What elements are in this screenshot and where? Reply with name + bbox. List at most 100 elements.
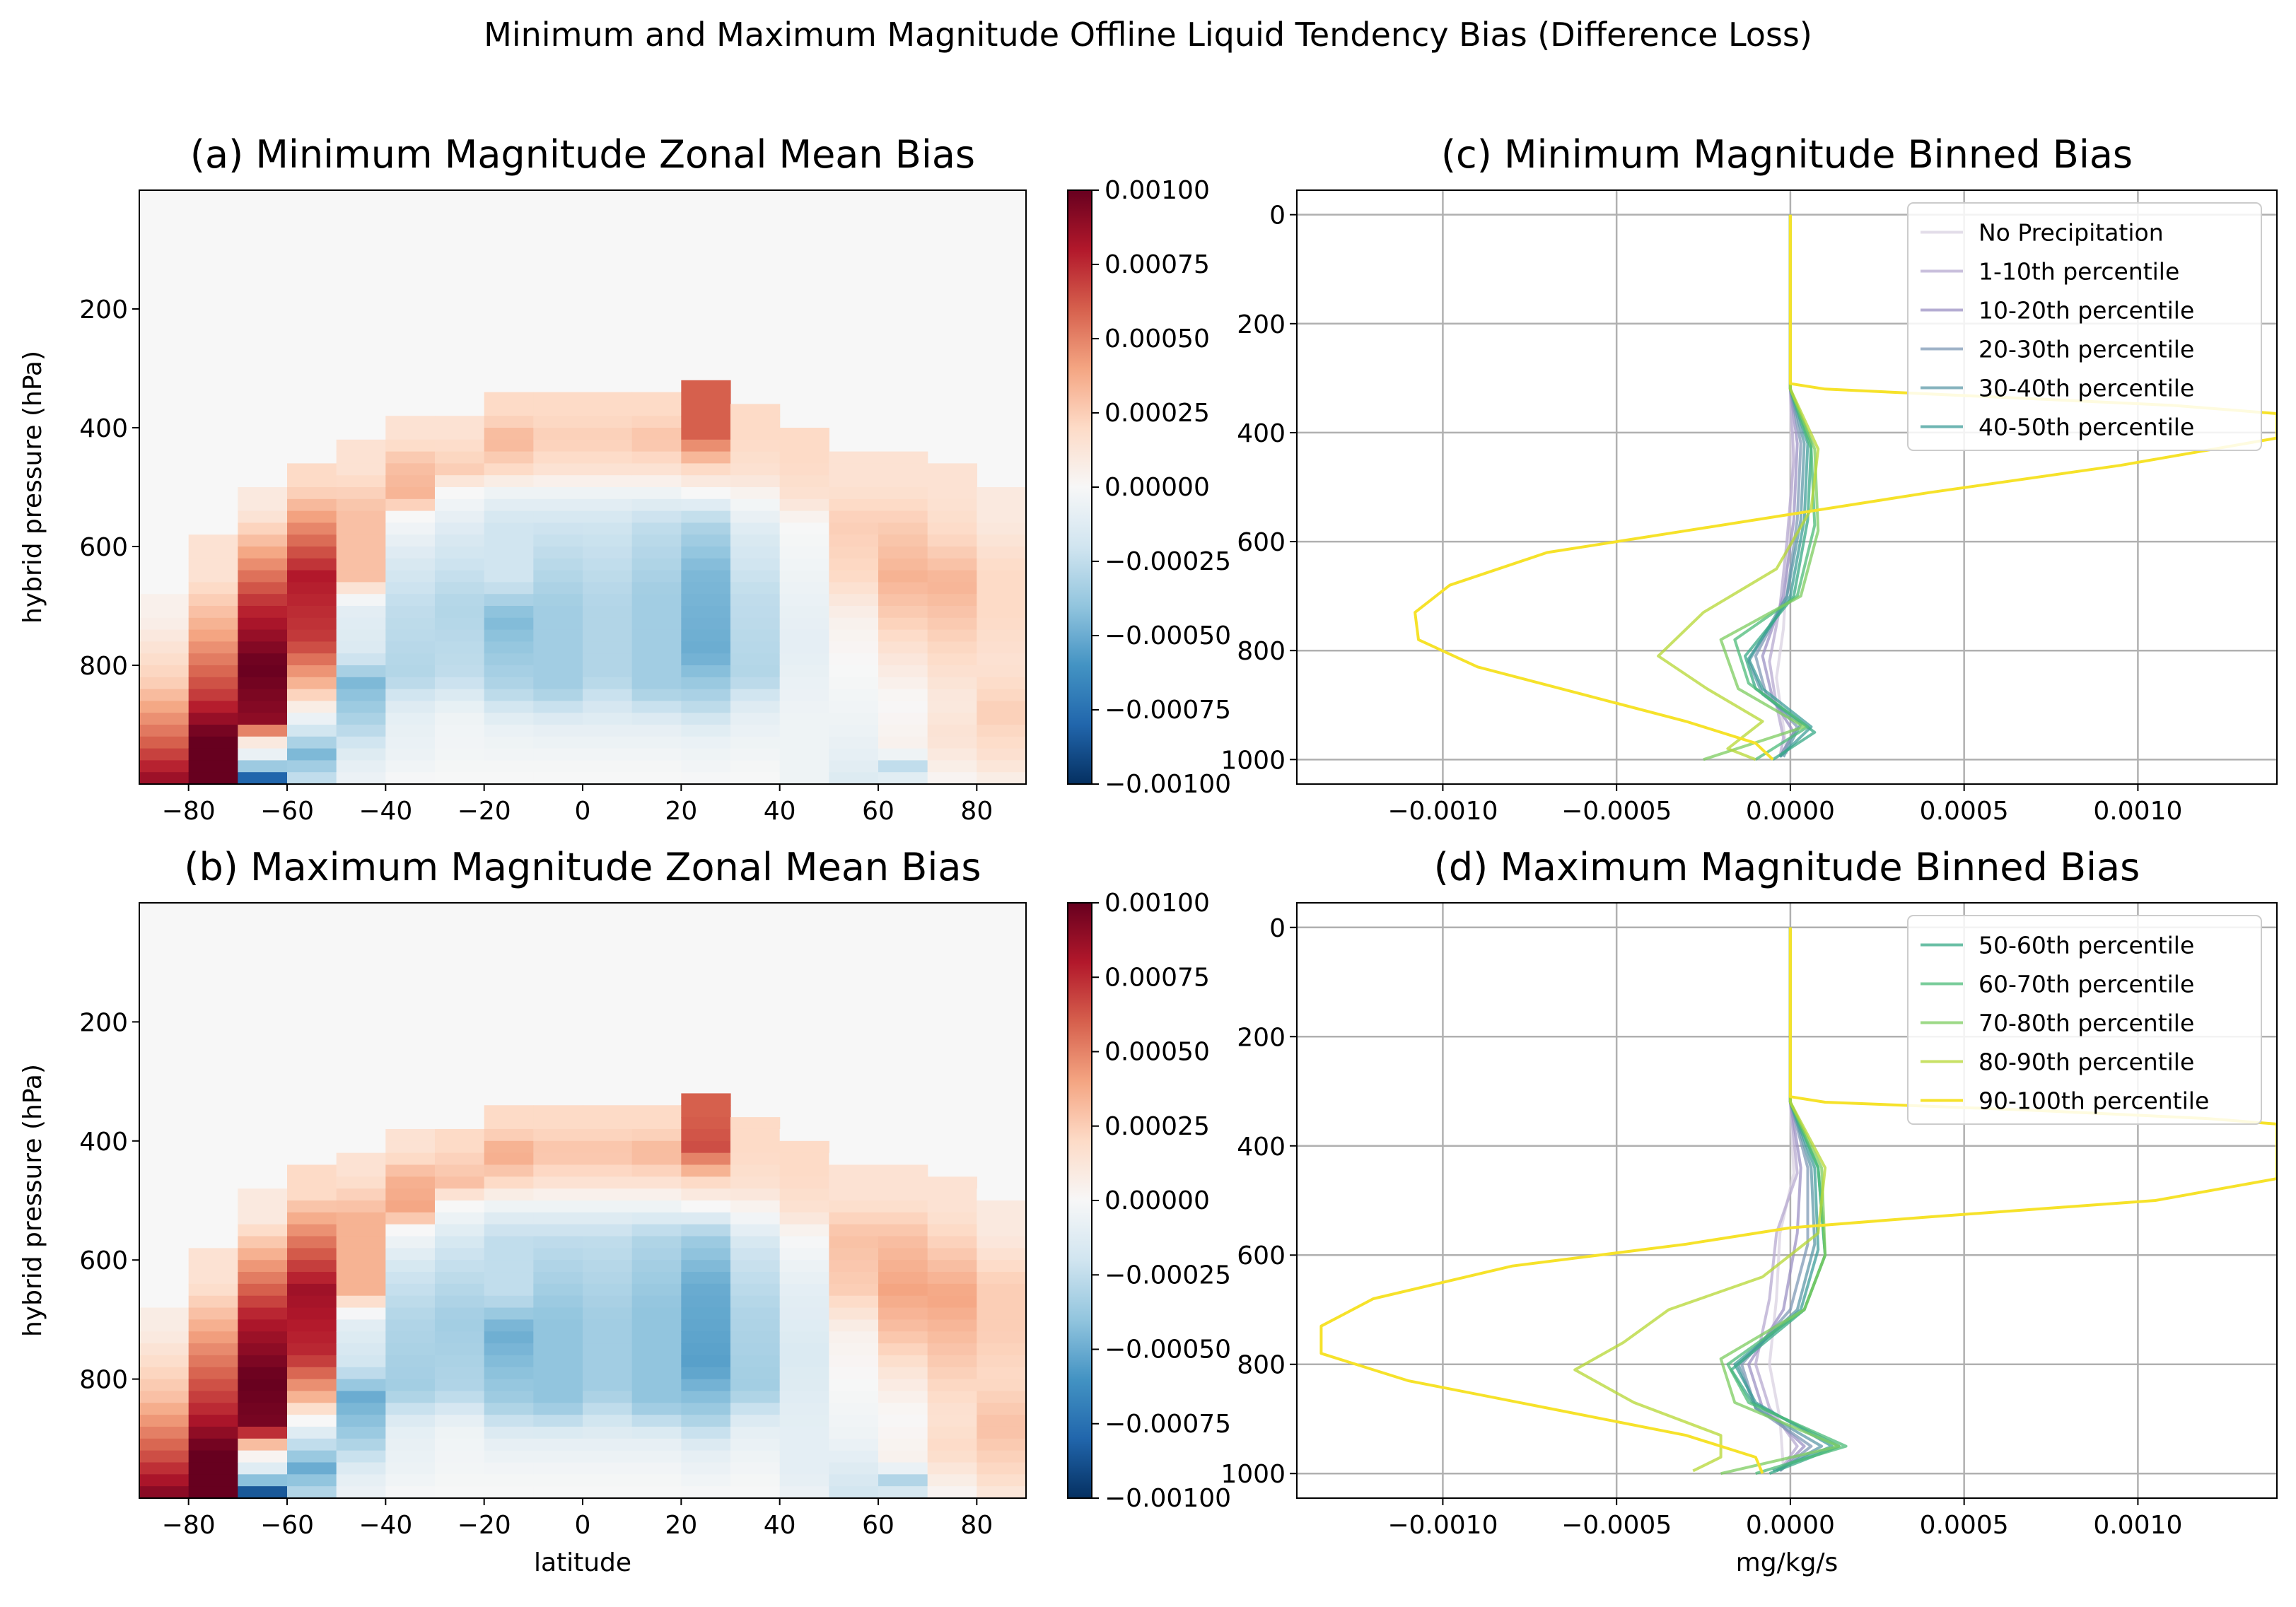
heatmap-cell: [238, 1426, 288, 1439]
heatmap-cell: [681, 1283, 731, 1297]
x-tick-label: 0.0010: [2093, 797, 2182, 826]
heatmap-cell: [829, 1403, 879, 1415]
heatmap-cell: [829, 1367, 879, 1380]
heatmap-cell: [139, 1367, 190, 1380]
heatmap-cell: [829, 725, 879, 737]
heatmap-cell: [583, 1128, 633, 1142]
heatmap-cell: [878, 1379, 928, 1392]
heatmap-cell: [681, 1117, 731, 1130]
heatmap-cell: [533, 1355, 583, 1368]
heatmap-cell: [238, 1295, 288, 1309]
heatmap-cell: [583, 1236, 633, 1249]
heatmap-cell: [385, 487, 436, 500]
heatmap-cell: [484, 725, 534, 737]
heatmap-cell: [977, 1272, 1026, 1285]
heatmap-cell: [583, 1272, 633, 1285]
heatmap-cell: [730, 1236, 781, 1249]
heatmap-cell: [779, 1367, 829, 1380]
heatmap-cell: [583, 392, 633, 404]
heatmap-cell: [977, 1474, 1026, 1487]
heatmap-cell: [533, 760, 583, 773]
heatmap-cell: [681, 748, 731, 761]
heatmap-cell: [927, 1188, 977, 1201]
heatmap-cell: [583, 1260, 633, 1273]
heatmap-cell: [681, 1403, 731, 1415]
heatmap-cell: [927, 1426, 977, 1439]
heatmap-column: [336, 1152, 386, 1498]
heatmap-cell: [484, 653, 534, 666]
heatmap-column: [139, 594, 190, 784]
heatmap-cell: [730, 1272, 781, 1285]
heatmap-cell: [287, 677, 337, 690]
heatmap-cell: [977, 725, 1026, 737]
heatmap-cell: [533, 1140, 583, 1154]
figure-suptitle: Minimum and Maximum Magnitude Offline Li…: [484, 16, 1812, 54]
heatmap-cell: [484, 1212, 534, 1225]
heatmap-cell: [238, 1224, 288, 1237]
heatmap-cell: [238, 617, 288, 631]
heatmap-cell: [336, 1343, 386, 1356]
heatmap-cell: [188, 606, 238, 619]
heatmap-cell: [779, 1295, 829, 1309]
heatmap-cell: [385, 1152, 436, 1166]
heatmap-cell: [533, 498, 583, 512]
heatmap-cell: [188, 1319, 238, 1332]
heatmap-cell: [484, 1307, 534, 1320]
legend-label: 80-90th percentile: [1979, 1048, 2194, 1076]
heatmap-cell: [730, 1152, 781, 1166]
heatmap-cell: [631, 428, 682, 440]
heatmap-cell: [977, 653, 1026, 666]
heatmap-cell: [927, 463, 977, 476]
heatmap-cell: [631, 1128, 682, 1142]
heatmap-cell: [730, 1319, 781, 1332]
heatmap-cell: [631, 713, 682, 725]
heatmap-cell: [583, 1450, 633, 1463]
heatmap-cell: [385, 1188, 436, 1201]
heatmap-cell: [188, 582, 238, 595]
heatmap-cell: [779, 653, 829, 666]
heatmap-cell: [484, 451, 534, 464]
heatmap-cell: [977, 1331, 1026, 1344]
heatmap-cell: [977, 498, 1026, 512]
heatmap-cell: [238, 772, 288, 784]
heatmap-cell: [878, 1164, 928, 1177]
y-tick-label: 200: [1237, 1023, 1286, 1052]
heatmap-cell: [435, 1450, 485, 1463]
heatmap-cell: [435, 1343, 485, 1356]
heatmap-cell: [385, 1403, 436, 1415]
heatmap-column: [533, 392, 583, 784]
heatmap-cell: [484, 713, 534, 725]
heatmap-cell: [435, 416, 485, 428]
heatmap-cell: [533, 487, 583, 500]
heatmap-cell: [385, 498, 436, 512]
heatmap-cell: [730, 1307, 781, 1320]
heatmap-cell: [188, 772, 238, 784]
heatmap-cell: [730, 1295, 781, 1309]
heatmap-cell: [583, 617, 633, 631]
heatmap-cell: [730, 510, 781, 523]
x-tick-label: 20: [665, 797, 697, 826]
heatmap-cell: [533, 653, 583, 666]
heatmap-cell: [631, 1450, 682, 1463]
heatmap-cell: [779, 1212, 829, 1225]
heatmap-cell: [730, 547, 781, 559]
heatmap-column: [730, 404, 781, 784]
heatmap-cell: [829, 522, 879, 535]
heatmap-cell: [336, 522, 386, 535]
heatmap-cell: [188, 1462, 238, 1475]
heatmap-cell: [730, 1331, 781, 1344]
heatmap-cell: [631, 1248, 682, 1261]
heatmap-cell: [631, 1462, 682, 1475]
heatmap-cell: [631, 1200, 682, 1213]
heatmap-cell: [681, 487, 731, 500]
heatmap-cell: [533, 1343, 583, 1356]
heatmap-cell: [977, 1212, 1026, 1225]
heatmap-cell: [139, 1307, 190, 1320]
heatmap-cell: [779, 498, 829, 512]
heatmap-cell: [336, 487, 386, 500]
legend-label: 50-60th percentile: [1979, 932, 2194, 959]
x-tick-label: −20: [458, 1511, 511, 1540]
heatmap-column: [287, 463, 337, 784]
heatmap-cell: [583, 463, 633, 476]
heatmap-cell: [484, 1117, 534, 1130]
